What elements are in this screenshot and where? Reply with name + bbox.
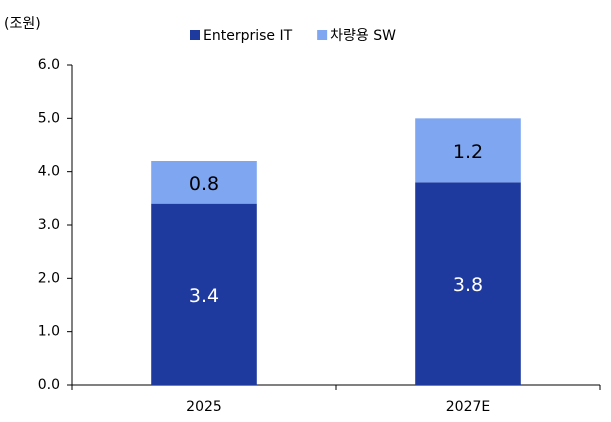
bar-segment bbox=[415, 182, 521, 385]
bar-segment bbox=[151, 203, 257, 385]
legend-swatch bbox=[190, 30, 200, 40]
y-tick-label: 3.0 bbox=[38, 217, 60, 233]
bar-segment bbox=[415, 118, 521, 183]
y-tick-label: 6.0 bbox=[38, 57, 60, 73]
y-tick-label: 5.0 bbox=[38, 110, 60, 126]
y-tick-label: 2.0 bbox=[38, 270, 60, 286]
data-label: 3.8 bbox=[453, 274, 483, 296]
data-label: 0.8 bbox=[189, 173, 219, 195]
bar-segment bbox=[151, 161, 257, 204]
legend-label: Enterprise IT bbox=[203, 28, 293, 44]
y-tick-label: 1.0 bbox=[38, 324, 60, 340]
y-axis-label: (조원) bbox=[4, 16, 41, 32]
x-tick-label: 2025 bbox=[186, 399, 222, 415]
legend-swatch bbox=[317, 30, 328, 40]
y-tick-label: 4.0 bbox=[38, 164, 60, 180]
x-tick-label: 2027E bbox=[446, 399, 490, 415]
data-label: 3.4 bbox=[189, 285, 219, 307]
legend-label: 차량용 SW bbox=[330, 28, 396, 44]
y-tick-label: 0.0 bbox=[38, 377, 60, 393]
data-label: 1.2 bbox=[453, 141, 483, 163]
